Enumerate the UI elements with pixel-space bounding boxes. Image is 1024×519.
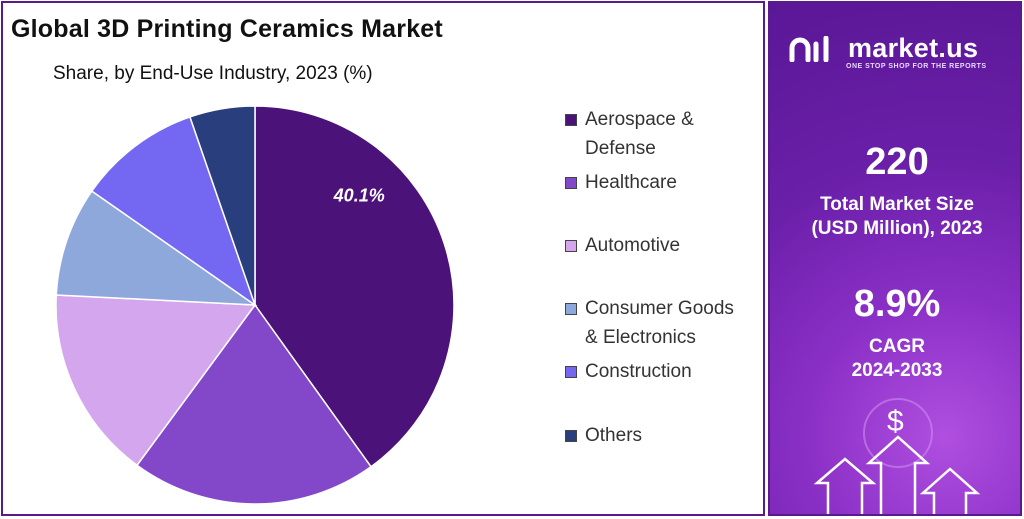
arrow-up-icon — [865, 435, 931, 514]
legend-swatch — [565, 177, 577, 189]
legend-label: Aerospace & Defense — [585, 109, 694, 159]
cagr-value: 8.9% — [853, 283, 941, 325]
legend-swatch — [565, 303, 577, 315]
legend-label: Healthcare — [585, 172, 677, 193]
legend-swatch — [565, 430, 577, 442]
brand-logo: market.us — [788, 33, 978, 64]
pie-slice-consumer-goods-electronics — [55, 190, 258, 306]
legend-item: Consumer Goods & Electronics — [565, 294, 765, 352]
legend-item: Aerospace & Defense — [565, 105, 765, 163]
legend-item: Others — [565, 421, 765, 450]
pie-chart: 40.1% — [55, 105, 455, 505]
chart-subtitle: Share, by End-Use Industry, 2023 (%) — [53, 63, 373, 84]
legend-label: Construction — [585, 361, 692, 382]
arrows-decoration — [813, 398, 981, 514]
market-size-label: Total Market Size (USD Million), 2023 — [811, 194, 983, 239]
chart-title: Global 3D Printing Ceramics Market — [11, 15, 443, 43]
legend-label: Consumer Goods & Electronics — [585, 298, 734, 348]
cagr-label: CAGR 2024-2033 — [851, 336, 943, 381]
legend-swatch — [565, 240, 577, 252]
market-size-value: 220 — [865, 141, 929, 183]
legend-item: Healthcare — [565, 168, 765, 197]
pie-slice-healthcare — [135, 303, 373, 505]
stats-sidebar: market.us ONE STOP SHOP FOR THE REPORTS … — [768, 1, 1022, 516]
brand-tagline: ONE STOP SHOP FOR THE REPORTS — [846, 63, 987, 70]
pie-slice-others — [188, 105, 256, 306]
dollar-icon: $ — [887, 405, 904, 438]
legend-swatch — [565, 366, 577, 378]
legend-item: Construction — [565, 357, 765, 386]
pie-slice-construction — [90, 115, 257, 307]
market-us-logo-icon — [789, 35, 829, 62]
pie-data-label: 40.1% — [333, 186, 385, 206]
pie-slice-automotive — [55, 294, 257, 467]
legend-label: Others — [585, 425, 643, 446]
legend-swatch — [565, 114, 577, 126]
legend-item: Automotive — [565, 231, 765, 260]
pie-slice-aerospace-defense — [254, 105, 455, 468]
brand-name: market.us — [848, 33, 979, 63]
chart-panel: Global 3D Printing Ceramics Market Share… — [1, 1, 765, 516]
arrow-up-icon — [813, 457, 877, 514]
arrow-up-icon — [919, 467, 981, 514]
legend-label: Automotive — [585, 235, 681, 256]
